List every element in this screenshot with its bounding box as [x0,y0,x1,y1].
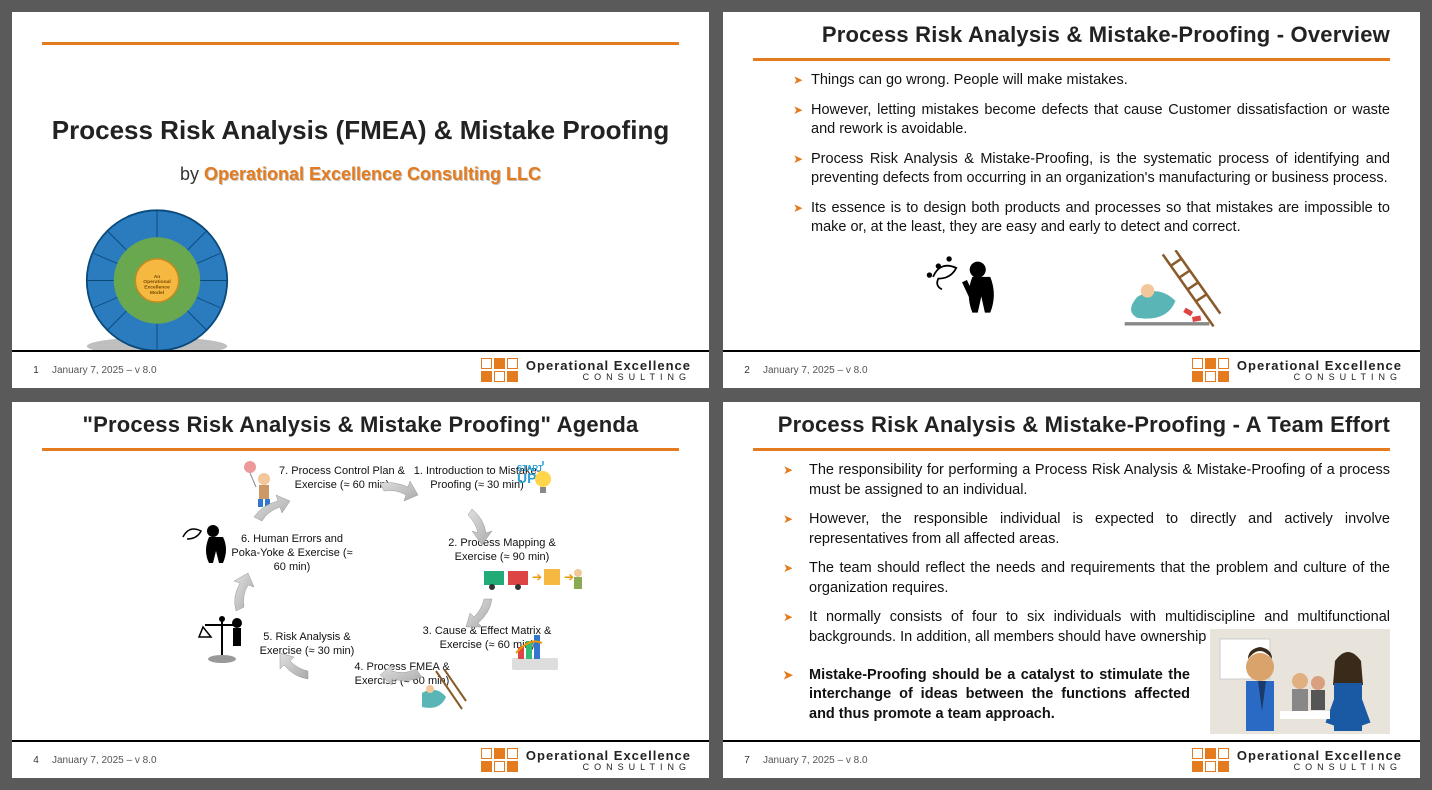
date-version: January 7, 2025 – v 8.0 [52,755,157,766]
slide-title: Process Risk Analysis & Mistake-Proofing… [753,412,1390,438]
slide-1: Process Risk Analysis (FMEA) & Mistake P… [12,12,709,388]
bullet-list: Things can go wrong. People will make mi… [753,71,1390,238]
divider [753,448,1390,451]
brand-top: Operational Excellence [1237,358,1402,373]
date-version: January 7, 2025 – v 8.0 [763,365,868,376]
bullet: Process Risk Analysis & Mistake-Proofing… [793,150,1390,189]
footer-logo: Operational Excellence CONSULTING [1192,748,1402,772]
bullet: Things can go wrong. People will make mi… [793,71,1390,91]
slide-grid: Process Risk Analysis (FMEA) & Mistake P… [12,12,1420,778]
slide-footer: 4 January 7, 2025 – v 8.0 Operational Ex… [12,740,709,778]
slide-2: Process Risk Analysis & Mistake-Proofing… [723,12,1420,388]
divider [42,42,679,45]
logo-mark-icon [1192,748,1229,772]
bullet: Its essence is to design both products a… [793,199,1390,238]
agenda-cycle-diagram: 1. Introduction to Mistake-Proofing (≈ 3… [42,461,679,732]
cycle-arrows-icon [42,461,682,721]
company-name: Operational Excellence Consulting LLC [204,164,541,184]
team-photo [1210,629,1390,734]
date-version: January 7, 2025 – v 8.0 [763,755,868,766]
brand-top: Operational Excellence [1237,748,1402,763]
logo-mark-icon [481,748,518,772]
subtitle: by Operational Excellence Consulting LLC [42,164,679,185]
illustration-row [753,250,1390,340]
brand-top: Operational Excellence [526,358,691,373]
page-number: 1 [30,365,42,376]
main-title: Process Risk Analysis (FMEA) & Mistake P… [42,115,679,146]
brand-top: Operational Excellence [526,748,691,763]
footer-logo: Operational Excellence CONSULTING [481,748,691,772]
page-number: 7 [741,755,753,766]
divider [753,58,1390,61]
logo-mark-icon [481,358,518,382]
slide-title: "Process Risk Analysis & Mistake Proofin… [42,412,679,438]
bullet: However, the responsible individual is e… [783,510,1390,549]
slide-4: Process Risk Analysis & Mistake-Proofing… [723,402,1420,778]
brand-bottom: CONSULTING [526,763,691,772]
date-version: January 7, 2025 – v 8.0 [52,365,157,376]
svg-text:Model: Model [150,290,165,296]
brand-bottom: CONSULTING [1237,373,1402,382]
page-number: 4 [30,755,42,766]
slide-footer: 2 January 7, 2025 – v 8.0 Operational Ex… [723,350,1420,388]
divider [42,448,679,451]
svg-text:Operational: Operational [143,279,171,285]
excellence-wheel-diagram: An Operational Excellence Model [67,203,679,350]
by-prefix: by [180,164,204,184]
bullet: The team should reflect the needs and re… [783,559,1390,598]
footer-logo: Operational Excellence CONSULTING [1192,358,1402,382]
bullet-bold: Mistake-Proofing should be a catalyst to… [783,666,1190,725]
page-number: 2 [741,365,753,376]
brand-bottom: CONSULTING [526,373,691,382]
svg-text:Excellence: Excellence [144,285,170,291]
bullet: However, letting mistakes become defects… [793,101,1390,140]
footer-logo: Operational Excellence CONSULTING [481,358,691,382]
brand-bottom: CONSULTING [1237,763,1402,772]
slide-title: Process Risk Analysis & Mistake-Proofing… [753,22,1390,48]
confused-person-icon [922,250,1012,340]
logo-mark-icon [1192,358,1229,382]
slide-3: "Process Risk Analysis & Mistake Proofin… [12,402,709,778]
slide-footer: 1 January 7, 2025 – v 8.0 Operational Ex… [12,350,709,388]
bullet: The responsibility for performing a Proc… [783,461,1390,500]
ladder-fall-icon [1112,250,1222,340]
slide-footer: 7 January 7, 2025 – v 8.0 Operational Ex… [723,740,1420,778]
svg-text:An: An [154,274,161,280]
